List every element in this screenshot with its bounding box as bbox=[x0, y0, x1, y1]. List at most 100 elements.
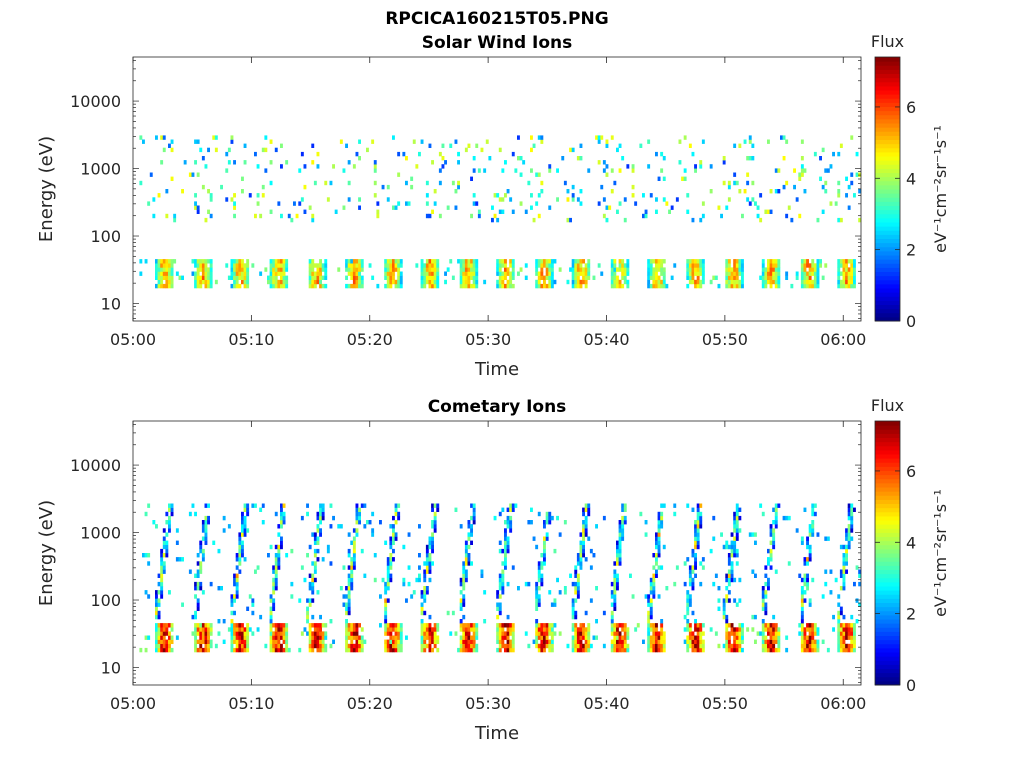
heatmap-cell bbox=[738, 647, 742, 653]
heatmap-cell bbox=[616, 557, 619, 562]
heatmap-cell bbox=[582, 635, 585, 640]
heatmap-cell bbox=[511, 259, 515, 264]
heatmap-cell bbox=[772, 639, 776, 644]
heatmap-cell bbox=[272, 271, 276, 276]
heatmap-cell bbox=[235, 283, 239, 289]
heatmap-cell bbox=[431, 275, 434, 280]
heatmap-cell bbox=[355, 271, 359, 276]
heatmap-cell bbox=[540, 263, 544, 268]
heatmap-cell bbox=[858, 569, 862, 574]
heatmap-cell bbox=[352, 259, 356, 264]
heatmap-cell bbox=[498, 606, 502, 611]
heatmap-cell bbox=[225, 263, 229, 268]
heatmap-cell bbox=[371, 139, 375, 144]
heatmap-cell bbox=[311, 275, 315, 280]
heatmap-cell bbox=[165, 532, 169, 537]
heatmap-cell bbox=[535, 263, 539, 268]
heatmap-cell bbox=[149, 172, 153, 177]
heatmap-cell bbox=[274, 553, 278, 558]
heatmap-cell bbox=[498, 635, 502, 640]
heatmap-cell bbox=[727, 557, 731, 562]
heatmap-cell bbox=[264, 267, 268, 272]
heatmap-cell bbox=[496, 271, 500, 276]
heatmap-cell bbox=[363, 524, 367, 529]
heatmap-cell bbox=[204, 515, 208, 521]
heatmap-cell bbox=[259, 271, 263, 276]
heatmap-cell bbox=[464, 544, 468, 550]
heatmap-cell bbox=[324, 631, 328, 636]
heatmap-cell bbox=[504, 635, 507, 640]
heatmap-cell bbox=[616, 639, 619, 644]
heatmap-cell bbox=[545, 623, 549, 628]
heatmap-cell bbox=[543, 627, 546, 632]
heatmap-cell bbox=[670, 275, 674, 280]
heatmap-cell bbox=[741, 267, 744, 272]
heatmap-cell bbox=[694, 283, 697, 289]
heatmap-cell bbox=[777, 259, 781, 264]
heatmap-cell bbox=[839, 143, 843, 148]
heatmap-cell bbox=[251, 263, 255, 268]
heatmap-cell bbox=[839, 647, 843, 653]
heatmap-cell bbox=[613, 598, 617, 603]
heatmap-cell bbox=[847, 524, 851, 529]
heatmap-cell bbox=[589, 565, 593, 570]
heatmap-cell bbox=[746, 197, 750, 202]
heatmap-cell bbox=[501, 283, 505, 289]
heatmap-cell bbox=[467, 631, 471, 636]
heatmap-cell bbox=[772, 614, 776, 620]
heatmap-cell bbox=[319, 520, 322, 525]
heatmap-cell bbox=[839, 217, 843, 223]
heatmap-cell bbox=[504, 267, 507, 272]
heatmap-cell bbox=[644, 520, 648, 525]
heatmap-cell bbox=[511, 627, 515, 632]
heatmap-cell bbox=[610, 283, 614, 289]
heatmap-cell bbox=[496, 639, 500, 644]
heatmap-cell bbox=[811, 271, 815, 276]
heatmap-cell bbox=[235, 259, 239, 264]
heatmap-cell bbox=[813, 643, 817, 649]
heatmap-cell bbox=[647, 614, 651, 620]
heatmap-cell bbox=[582, 536, 585, 541]
heatmap-cell bbox=[623, 647, 627, 653]
heatmap-cell bbox=[386, 184, 390, 190]
heatmap-cell bbox=[425, 279, 429, 285]
heatmap-cell bbox=[543, 275, 546, 280]
heatmap-cell bbox=[433, 283, 437, 289]
heatmap-cell bbox=[436, 639, 440, 644]
heatmap-cell bbox=[694, 279, 697, 285]
heatmap-cell bbox=[524, 581, 528, 587]
heatmap-cell bbox=[157, 635, 161, 640]
heatmap-cell bbox=[157, 623, 161, 628]
heatmap-cell bbox=[352, 561, 356, 566]
heatmap-cell bbox=[735, 639, 739, 644]
heatmap-cell bbox=[394, 205, 398, 210]
heatmap-cell bbox=[360, 283, 364, 289]
heatmap-cell bbox=[696, 503, 700, 508]
heatmap-cell bbox=[290, 548, 294, 554]
heatmap-cell bbox=[808, 557, 812, 562]
heatmap-cell bbox=[204, 532, 208, 537]
heatmap-cell bbox=[733, 536, 737, 541]
heatmap-cell bbox=[316, 511, 320, 517]
heatmap-cell bbox=[592, 553, 596, 558]
heatmap-cell bbox=[207, 189, 210, 194]
heatmap-cell bbox=[139, 271, 143, 276]
heatmap-cell bbox=[230, 139, 234, 144]
heatmap-cell bbox=[168, 283, 171, 289]
heatmap-cell bbox=[235, 594, 239, 599]
heatmap-cell bbox=[847, 627, 851, 632]
heatmap-cell bbox=[738, 263, 742, 268]
heatmap-cell bbox=[735, 263, 739, 268]
heatmap-cell bbox=[282, 263, 286, 268]
heatmap-cell bbox=[204, 217, 208, 223]
heatmap-cell bbox=[423, 275, 427, 280]
heatmap-cell bbox=[821, 594, 825, 599]
heatmap-cell bbox=[423, 586, 427, 591]
heatmap-cell bbox=[423, 590, 427, 595]
heatmap-cell bbox=[459, 275, 463, 280]
heatmap-cell bbox=[259, 614, 263, 620]
heatmap-cell bbox=[425, 627, 429, 632]
heatmap-cell bbox=[571, 267, 575, 272]
colorbar-title: Flux bbox=[871, 32, 904, 51]
heatmap-cell bbox=[470, 515, 473, 521]
